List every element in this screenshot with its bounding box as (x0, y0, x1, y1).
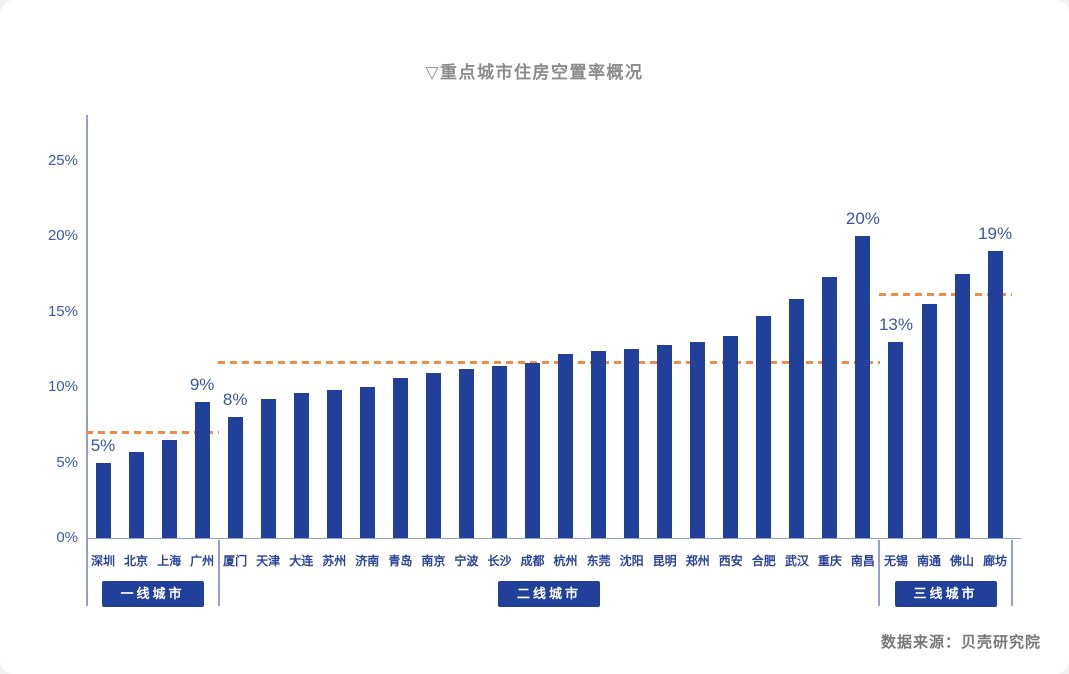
data-source: 数据来源：贝壳研究院 (880, 634, 1041, 651)
bar (657, 344, 673, 538)
bar (789, 299, 805, 538)
city-label: 苏州 (322, 554, 347, 568)
y-axis-line (86, 115, 88, 606)
city-label: 佛山 (950, 554, 975, 568)
bar (392, 377, 408, 538)
bar (359, 387, 375, 538)
tier-average-line (86, 430, 220, 434)
city-label: 深圳 (90, 554, 115, 568)
bar (822, 276, 838, 538)
bar (525, 362, 541, 538)
bar (624, 349, 640, 538)
city-label: 武汉 (784, 554, 809, 568)
tier-divider (878, 540, 881, 606)
city-label: 济南 (355, 554, 380, 568)
city-label: 青岛 (388, 554, 413, 568)
city-label: 长沙 (487, 554, 512, 568)
bar (458, 368, 474, 538)
city-label: 大连 (289, 554, 314, 568)
y-tick-label: 20% (47, 227, 78, 244)
city-label: 南昌 (850, 554, 875, 568)
y-tick-label: 25% (47, 151, 78, 169)
bar (227, 417, 243, 538)
city-label: 无锡 (883, 554, 908, 568)
city-label: 上海 (157, 554, 182, 568)
bar-value-label: 8% (222, 390, 248, 410)
tier-badge: 三线城市 (894, 581, 997, 607)
y-tick-label: 5% (56, 453, 78, 471)
bar (723, 335, 739, 538)
city-label: 郑州 (685, 554, 710, 568)
bar (260, 399, 276, 538)
bar (855, 236, 871, 538)
city-label: 东莞 (586, 554, 611, 568)
city-label: 成都 (520, 554, 545, 568)
tier-badge: 二线城市 (498, 581, 601, 607)
chart-title: ▽重点城市住房空置率概况 (425, 63, 644, 82)
bar (558, 353, 574, 538)
city-label: 沈阳 (619, 554, 644, 568)
bar-value-label: 20% (845, 209, 880, 228)
y-tick-label: 10% (47, 378, 78, 395)
tier-average-line (218, 361, 880, 365)
city-label: 南京 (421, 554, 446, 568)
city-label: 宁波 (454, 554, 479, 568)
bar (194, 402, 210, 538)
city-label: 杭州 (553, 554, 578, 568)
bar (756, 316, 772, 538)
city-label: 西安 (718, 554, 743, 568)
bar (690, 341, 706, 538)
tier-average-line (878, 293, 1013, 297)
bar (987, 251, 1003, 538)
bar (326, 390, 342, 538)
x-axis-line (87, 537, 1022, 539)
city-label: 北京 (124, 554, 149, 568)
bar (128, 451, 144, 538)
y-tick-label: 15% (47, 302, 78, 320)
bar (954, 273, 970, 538)
bar (293, 393, 309, 538)
city-label: 昆明 (652, 554, 677, 568)
bar (921, 303, 937, 538)
bar-value-label: 9% (189, 375, 215, 395)
city-label: 合肥 (751, 554, 776, 568)
city-label: 廊坊 (983, 554, 1008, 568)
city-label: 厦门 (223, 554, 248, 568)
y-tick-label: 0% (56, 529, 78, 546)
bar-value-label: 5% (90, 435, 116, 455)
city-label: 重庆 (817, 554, 842, 568)
bar-value-label: 19% (978, 224, 1013, 244)
tier-divider (217, 540, 220, 606)
city-label: 广州 (190, 554, 215, 568)
bar (425, 373, 441, 538)
bar (95, 462, 111, 538)
city-label: 南通 (916, 554, 941, 568)
bar (491, 365, 507, 538)
bar (888, 341, 904, 538)
bar (161, 439, 177, 538)
bar (591, 350, 607, 538)
tier-badge: 一线城市 (101, 581, 204, 607)
city-label: 天津 (256, 554, 281, 568)
bar-value-label: 13% (878, 314, 913, 334)
tier-divider (1011, 540, 1014, 606)
